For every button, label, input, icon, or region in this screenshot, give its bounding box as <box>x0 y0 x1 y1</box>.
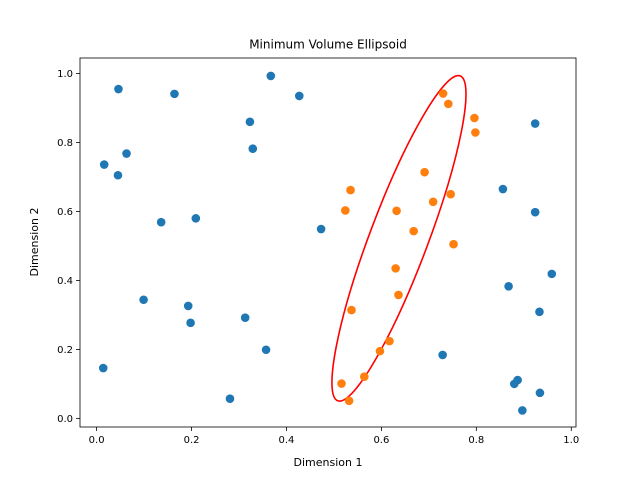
outliers-point <box>294 91 304 101</box>
outliers-point <box>113 170 123 180</box>
inliers-point <box>346 185 355 195</box>
outliers-point <box>530 119 540 128</box>
x-axis-label: Dimension 1 <box>294 456 363 469</box>
inliers-point <box>409 226 418 236</box>
outliers-point <box>547 269 557 279</box>
inliers-point <box>444 99 453 109</box>
outliers-point <box>530 207 540 217</box>
outliers-point <box>438 350 447 360</box>
outliers-point <box>316 224 326 234</box>
outliers-point <box>225 394 235 404</box>
x-tick-label: 0.0 <box>89 435 105 446</box>
y-tick-label: 0.8 <box>57 138 73 149</box>
inliers-point <box>471 128 480 137</box>
chart-title: Minimum Volume Ellipsoid <box>249 38 407 52</box>
outliers-point <box>186 318 195 328</box>
outliers-point <box>509 379 519 389</box>
outliers-point <box>518 406 527 415</box>
axes-frame <box>79 57 577 428</box>
y-tick-label: 0.6 <box>57 207 73 218</box>
outliers-point <box>248 144 258 153</box>
inliers-point <box>428 197 438 207</box>
points-layer <box>98 71 557 415</box>
inliers-point <box>347 305 356 315</box>
outliers-point <box>156 217 166 227</box>
x-tick-label: 0.8 <box>468 435 484 446</box>
y-axis: 0.0 0.2 0.4 0.6 0.8 1.0 <box>57 69 80 425</box>
inliers-point <box>438 89 448 98</box>
outliers-point <box>498 184 508 194</box>
x-tick-label: 0.4 <box>279 435 295 446</box>
outliers-point <box>170 89 179 99</box>
mve-ellipse <box>331 74 467 402</box>
outliers-point <box>114 84 123 94</box>
outliers-point <box>240 313 250 322</box>
inliers-point <box>420 167 429 177</box>
y-tick-label: 0.2 <box>57 345 73 356</box>
inliers-point <box>394 290 403 300</box>
ellipse-layer <box>331 74 467 402</box>
inliers-point <box>392 206 401 216</box>
x-axis: 0.0 0.2 0.4 0.6 0.8 1.0 <box>89 427 579 446</box>
y-tick-label: 0.4 <box>57 276 73 287</box>
outliers-point <box>535 307 544 317</box>
inliers-point <box>375 346 385 356</box>
inliers-point <box>344 396 354 406</box>
y-tick-label: 1.0 <box>57 69 73 80</box>
outliers-point <box>98 363 108 373</box>
outliers-point <box>535 388 545 398</box>
inliers-point <box>470 113 479 123</box>
x-tick-label: 0.6 <box>373 435 389 446</box>
inliers-point <box>360 372 369 381</box>
x-tick-label: 1.0 <box>563 435 579 446</box>
outliers-point <box>191 214 201 223</box>
outliers-point <box>261 345 271 355</box>
inliers-point <box>391 264 400 273</box>
outliers-point <box>504 281 513 291</box>
y-tick-label: 0.0 <box>57 414 73 425</box>
inliers-point <box>446 189 455 199</box>
inliers-point <box>449 239 458 249</box>
inliers-point <box>341 206 350 215</box>
outliers-point <box>99 160 109 169</box>
inliers-point <box>337 379 346 388</box>
outliers-point <box>183 301 193 311</box>
outliers-point <box>122 149 131 158</box>
outliers-point <box>139 295 148 305</box>
outliers-point <box>245 117 255 127</box>
x-tick-label: 0.2 <box>184 435 200 446</box>
outliers-point <box>266 71 276 81</box>
y-axis-label: Dimension 2 <box>28 208 41 277</box>
inliers-point <box>385 336 394 346</box>
